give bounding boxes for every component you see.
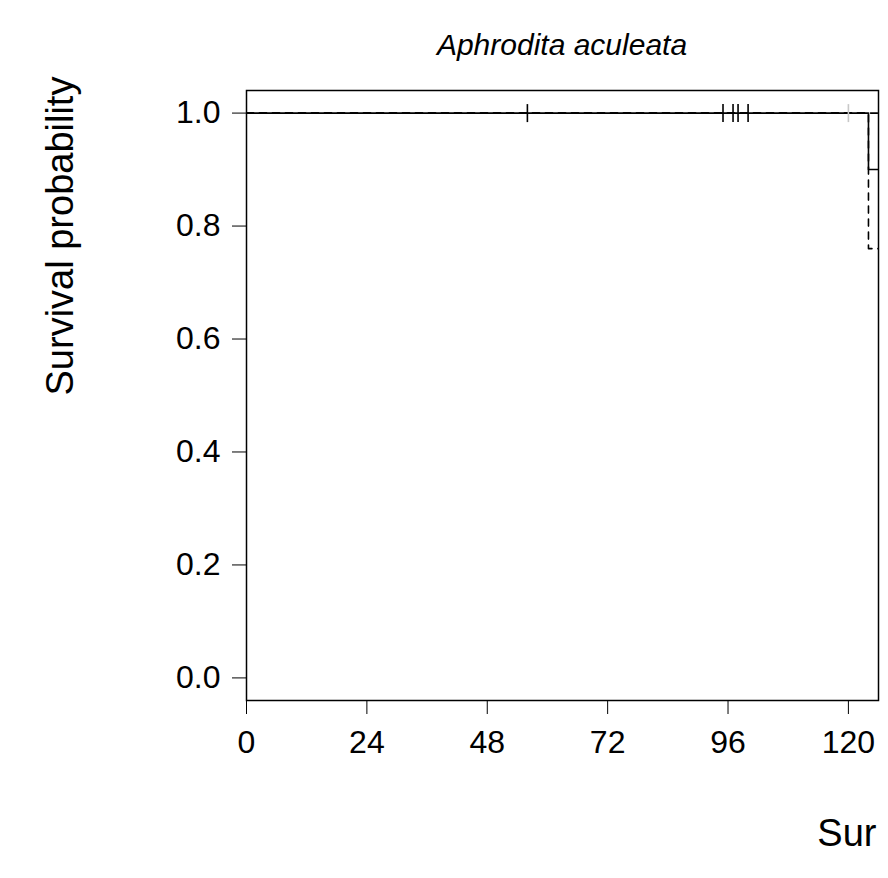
svg-text:0: 0 — [238, 724, 256, 760]
svg-text:120: 120 — [822, 724, 875, 760]
svg-text:0.0: 0.0 — [176, 659, 220, 695]
svg-text:48: 48 — [469, 724, 505, 760]
svg-text:72: 72 — [590, 724, 626, 760]
svg-text:0.6: 0.6 — [176, 320, 220, 356]
svg-text:0.4: 0.4 — [176, 433, 220, 469]
svg-text:0.2: 0.2 — [176, 546, 220, 582]
svg-text:96: 96 — [710, 724, 746, 760]
svg-text:0.8: 0.8 — [176, 207, 220, 243]
svg-text:24: 24 — [349, 724, 385, 760]
svg-text:1.0: 1.0 — [176, 94, 220, 130]
html-text:Aphrodita aculeata: Aphrodita aculeata — [436, 28, 688, 61]
svg-text:Survival probability: Survival probability — [39, 77, 81, 396]
svg-text:Sur: Sur — [817, 812, 876, 854]
